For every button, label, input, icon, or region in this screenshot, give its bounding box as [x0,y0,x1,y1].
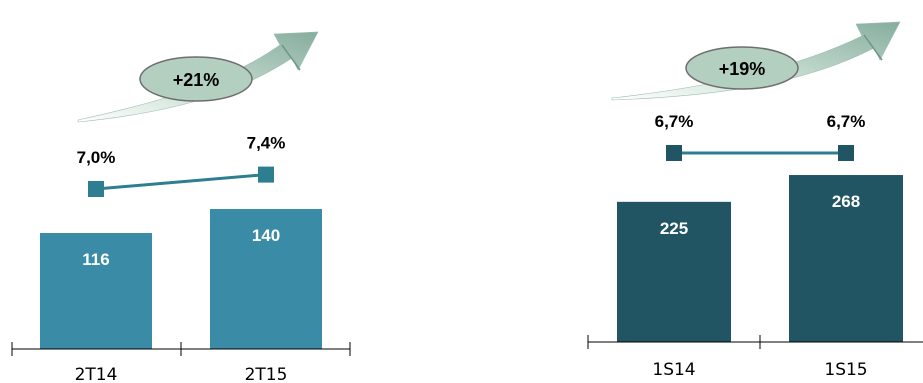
bar-2T14 [40,233,152,349]
margin-label: 6,7% [655,112,694,131]
margin-label: 6,7% [827,112,866,131]
bar-value-label: 268 [832,192,860,211]
bar-value-label: 116 [82,250,109,269]
margin-marker [258,166,274,183]
margin-marker [88,181,104,197]
bar-value-label: 140 [252,226,280,245]
margin-marker [838,145,854,161]
x-tick-label: 1S14 [652,360,695,380]
margin-marker [666,145,682,161]
bar-1S15 [789,175,903,342]
bar-2T15 [210,209,322,349]
growth-ellipse-left [139,56,253,102]
chart-left: +21% 116 140 7,0% 7,4% 2T14 2T15 [11,31,351,383]
margin-label: 7,0% [77,148,116,167]
x-tick-label: 2T15 [245,365,288,383]
x-tick-label: 2T14 [75,365,118,383]
chart-right: +19% 225 268 6,7% 6,7% 1S14 1S15 [587,21,923,380]
x-tick-label: 1S15 [824,360,867,380]
growth-label-left: +21% [173,70,220,90]
margin-line-left [95,173,267,191]
margin-label: 7,4% [247,134,286,153]
bar-1S14 [617,201,731,342]
growth-ellipse-right [685,46,799,90]
growth-label-right: +19% [719,59,766,79]
bar-value-label: 225 [660,219,688,238]
